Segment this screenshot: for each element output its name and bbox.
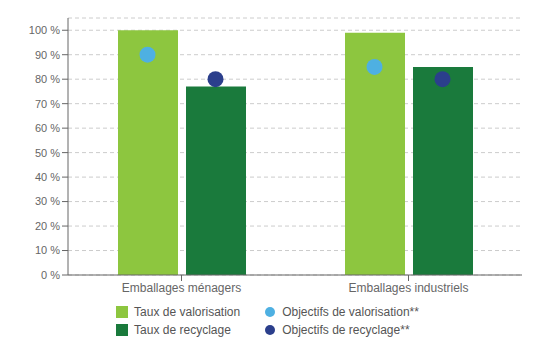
svg-text:70 %: 70 % bbox=[35, 98, 60, 110]
svg-text:50 %: 50 % bbox=[35, 147, 60, 159]
svg-text:100 %: 100 % bbox=[29, 24, 60, 36]
svg-text:10 %: 10 % bbox=[35, 244, 60, 256]
html-text:Taux de recyclage: Taux de recyclage bbox=[134, 323, 231, 337]
svg-text:Emballages ménagers: Emballages ménagers bbox=[122, 281, 241, 295]
svg-text:0 %: 0 % bbox=[41, 269, 60, 281]
svg-text:80 %: 80 % bbox=[35, 73, 60, 85]
html-text:Objectifs de valorisation**: Objectifs de valorisation** bbox=[282, 305, 419, 319]
svg-text:Emballages industriels: Emballages industriels bbox=[348, 281, 468, 295]
svg-text:60 %: 60 % bbox=[35, 122, 60, 134]
html-text:Objectifs de recyclage**: Objectifs de recyclage** bbox=[282, 323, 410, 337]
svg-text:90 %: 90 % bbox=[35, 49, 60, 61]
svg-text:40 %: 40 % bbox=[35, 171, 60, 183]
svg-text:30 %: 30 % bbox=[35, 195, 60, 207]
svg-text:20 %: 20 % bbox=[35, 220, 60, 232]
html-text:Taux de valorisation: Taux de valorisation bbox=[134, 305, 241, 319]
